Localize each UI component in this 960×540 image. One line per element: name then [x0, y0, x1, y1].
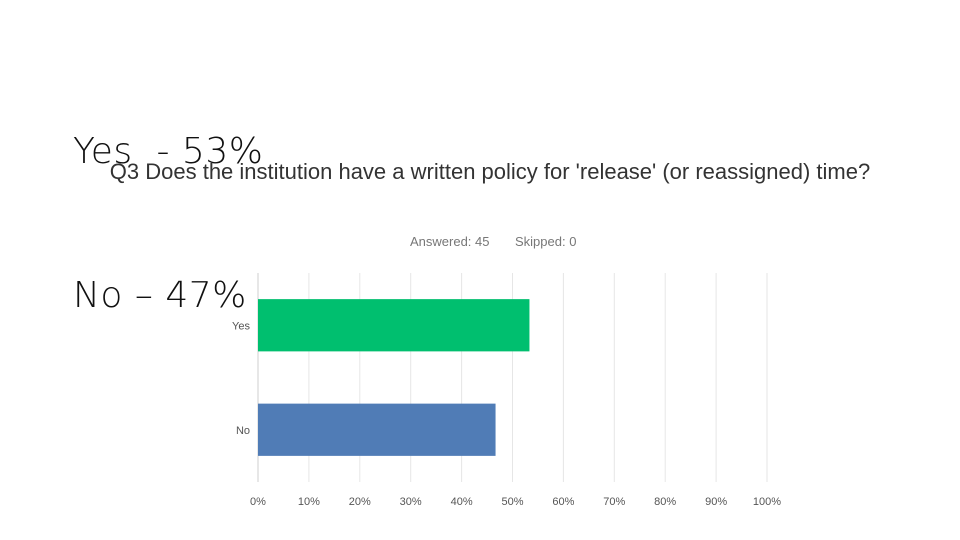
- x-tick-label: 90%: [705, 496, 727, 508]
- x-tick-label: 0%: [250, 496, 266, 508]
- summary-no-line: No – 47%: [73, 275, 247, 316]
- category-label: Yes: [232, 320, 250, 332]
- x-tick-label: 10%: [298, 496, 320, 508]
- summary-heading: Yes - 53% No – 47%: [73, 32, 263, 368]
- x-tick-label: 70%: [603, 496, 625, 508]
- x-tick-label: 30%: [400, 496, 422, 508]
- answered-count: Answered: 45: [410, 234, 490, 249]
- x-tick-label: 40%: [451, 496, 473, 508]
- x-tick-label: 80%: [654, 496, 676, 508]
- x-tick-label: 20%: [349, 496, 371, 508]
- chart-title: Q3 Does the institution have a written p…: [109, 159, 871, 184]
- bar-no: [258, 403, 496, 456]
- x-tick-label: 50%: [501, 496, 523, 508]
- skipped-count: Skipped: 0: [515, 234, 577, 249]
- category-label: No: [236, 425, 250, 437]
- summary-yes-line: Yes - 53%: [73, 131, 264, 172]
- x-tick-label: 60%: [552, 496, 574, 508]
- x-tick-label: 100%: [753, 496, 781, 508]
- bar-yes: [258, 299, 530, 352]
